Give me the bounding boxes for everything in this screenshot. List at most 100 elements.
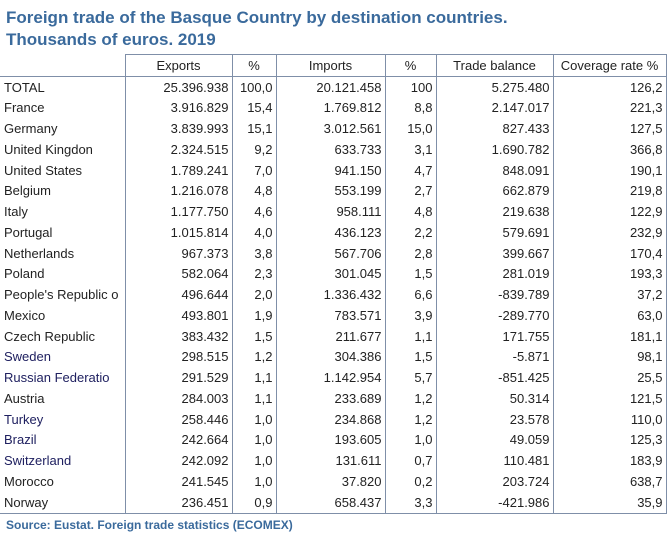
cell-exports: 284.003: [124, 388, 233, 409]
cell-imp-pct: 2,2: [384, 222, 437, 243]
cell-balance: 50.314: [435, 388, 554, 409]
cell-imp-pct: 1,5: [384, 263, 437, 285]
cell-imp-pct: 1,1: [384, 325, 437, 347]
cell-country: United Kingdon: [0, 139, 126, 160]
cell-country: Norway: [0, 491, 126, 514]
cell-country: Poland: [0, 263, 126, 285]
cell-exports: 1.789.241: [124, 159, 233, 181]
cell-exp-pct: 9,2: [231, 139, 277, 160]
table-row: United States 1.789.241 7,0 941.150 4,7 848.0…: [0, 159, 667, 181]
cell-coverage: 181,1: [552, 325, 667, 347]
cell-exports: 967.373: [124, 242, 233, 264]
cell-balance: 5.275.480: [435, 76, 554, 98]
cell-exp-pct: 0,9: [231, 491, 277, 514]
cell-coverage: 170,4: [552, 242, 667, 264]
cell-coverage: 110,0: [552, 408, 667, 430]
header-blank: [0, 54, 126, 77]
cell-coverage: 126,2: [552, 76, 667, 98]
cell-exp-pct: 4,8: [231, 180, 277, 202]
table-row: Italy 1.177.750 4,6 958.111 4,8 219.638 122,9: [0, 201, 667, 222]
header-row: Exports % Imports % Trade balance Covera…: [0, 54, 667, 77]
cell-balance: 827.433: [435, 118, 554, 139]
cell-exports: 493.801: [124, 305, 233, 326]
cell-imports: 941.150: [275, 159, 386, 181]
cell-country: Morocco: [0, 471, 126, 492]
cell-country: France: [0, 97, 126, 119]
cell-exp-pct: 3,8: [231, 242, 277, 264]
cell-coverage: 127,5: [552, 118, 667, 139]
cell-exports: 1.015.814: [124, 222, 233, 243]
cell-exports: 2.324.515: [124, 139, 233, 160]
table-row: Sweden 298.515 1,2 304.386 1,5 -5.871 98,1: [0, 346, 667, 368]
title-line-2: Thousands of euros. 2019: [6, 30, 216, 49]
table-row: United Kingdon 2.324.515 9,2 633.733 3,1 1.69…: [0, 139, 667, 160]
cell-imp-pct: 3,3: [384, 491, 437, 514]
cell-imports: 131.611: [275, 450, 386, 471]
cell-balance: 23.578: [435, 408, 554, 430]
header-imports-pct: %: [384, 54, 437, 77]
trade-table: Exports % Imports % Trade balance Covera…: [0, 54, 667, 514]
cell-exp-pct: 4,0: [231, 222, 277, 243]
cell-country: TOTAL: [0, 76, 126, 98]
cell-imp-pct: 1,2: [384, 388, 437, 409]
cell-country: United States: [0, 159, 126, 181]
cell-imports: 567.706: [275, 242, 386, 264]
cell-balance: -839.789: [435, 284, 554, 305]
table-row: Austria 284.003 1,1 233.689 1,2 50.314 121,5: [0, 388, 667, 409]
cell-country: People's Republic o: [0, 284, 126, 305]
cell-imports: 37.820: [275, 471, 386, 492]
cell-balance: 399.667: [435, 242, 554, 264]
cell-balance: -851.425: [435, 367, 554, 388]
cell-imp-pct: 4,8: [384, 201, 437, 222]
cell-exports: 242.664: [124, 429, 233, 451]
header-imports: Imports: [275, 54, 386, 77]
cell-imports: 658.437: [275, 491, 386, 514]
cell-exports: 236.451: [124, 491, 233, 514]
cell-exports: 383.432: [124, 325, 233, 347]
header-exports-pct: %: [231, 54, 277, 77]
cell-coverage: 25,5: [552, 367, 667, 388]
cell-exp-pct: 4,6: [231, 201, 277, 222]
cell-exp-pct: 2,0: [231, 284, 277, 305]
source-note: Source: Eustat. Foreign trade statistics…: [6, 518, 293, 532]
cell-imports: 234.868: [275, 408, 386, 430]
cell-coverage: 37,2: [552, 284, 667, 305]
cell-imports: 193.605: [275, 429, 386, 451]
table-row: Mexico 493.801 1,9 783.571 3,9 -289.770 63,0: [0, 305, 667, 326]
cell-coverage: 98,1: [552, 346, 667, 368]
cell-imp-pct: 0,2: [384, 471, 437, 492]
title-line-1: Foreign trade of the Basque Country by d…: [6, 8, 508, 27]
cell-coverage: 193,3: [552, 263, 667, 285]
cell-exp-pct: 15,4: [231, 97, 277, 119]
cell-country: Russian Federatio: [0, 367, 126, 388]
cell-exports: 242.092: [124, 450, 233, 471]
cell-country: Turkey: [0, 408, 126, 430]
cell-coverage: 638,7: [552, 471, 667, 492]
cell-exp-pct: 100,0: [231, 76, 277, 98]
cell-imp-pct: 2,8: [384, 242, 437, 264]
cell-country: Italy: [0, 201, 126, 222]
table-row: Germany 3.839.993 15,1 3.012.561 15,0 827.433…: [0, 118, 667, 139]
cell-exports: 3.839.993: [124, 118, 233, 139]
cell-imports: 553.199: [275, 180, 386, 202]
cell-country: Austria: [0, 388, 126, 409]
cell-balance: -421.986: [435, 491, 554, 514]
table-row: TOTAL 25.396.938 100,0 20.121.458 100 5.275.4…: [0, 76, 667, 98]
cell-exports: 258.446: [124, 408, 233, 430]
cell-exp-pct: 1,5: [231, 325, 277, 347]
table-row: Czech Republic 383.432 1,5 211.677 1,1 171.75…: [0, 325, 667, 347]
cell-balance: 219.638: [435, 201, 554, 222]
table-row: Turkey 258.446 1,0 234.868 1,2 23.578 110,0: [0, 408, 667, 430]
cell-coverage: 35,9: [552, 491, 667, 514]
cell-imports: 233.689: [275, 388, 386, 409]
cell-imports: 958.111: [275, 201, 386, 222]
table-row: Netherlands 967.373 3,8 567.706 2,8 399.667 17…: [0, 242, 667, 264]
cell-imp-pct: 1,0: [384, 429, 437, 451]
cell-balance: 2.147.017: [435, 97, 554, 119]
cell-exp-pct: 1,0: [231, 429, 277, 451]
header-coverage-rate: Coverage rate %: [552, 54, 667, 77]
cell-coverage: 219,8: [552, 180, 667, 202]
cell-imp-pct: 2,7: [384, 180, 437, 202]
cell-balance: 171.755: [435, 325, 554, 347]
table-row: Belgium 1.216.078 4,8 553.199 2,7 662.879 219,…: [0, 180, 667, 202]
